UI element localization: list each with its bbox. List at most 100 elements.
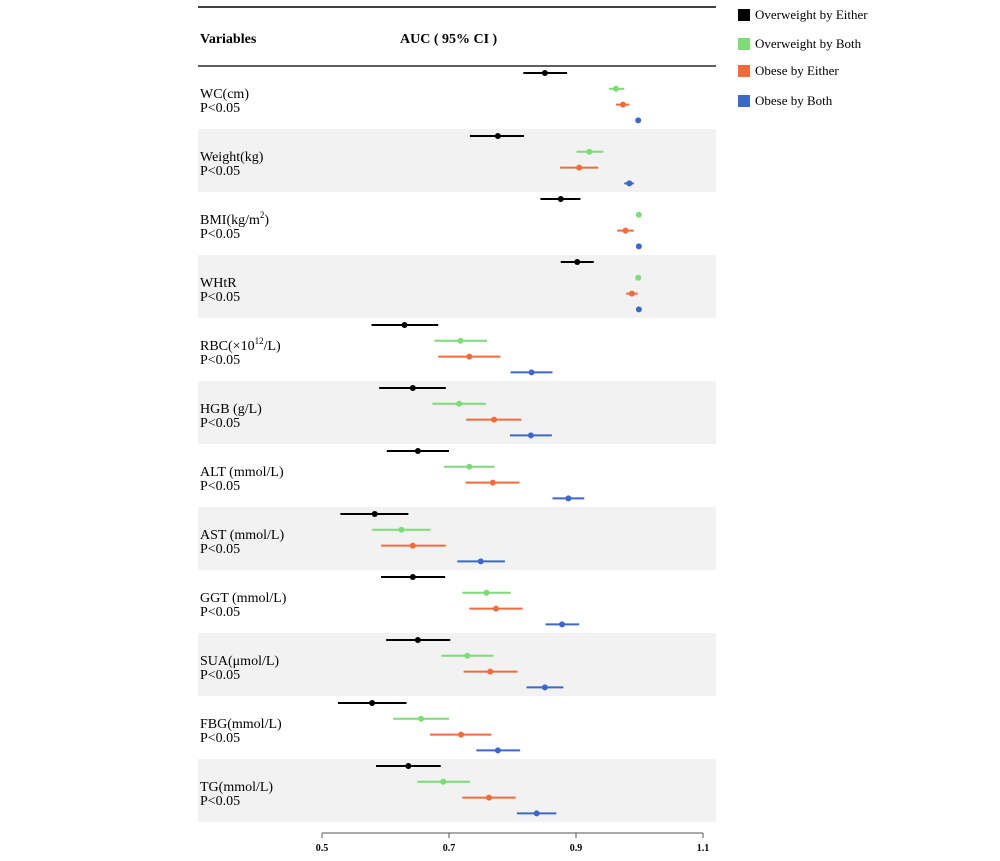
legend-swatch (738, 9, 750, 21)
row-label: Weight(kg) (200, 150, 264, 165)
estimate-point (494, 747, 501, 754)
row-label-superscript: 12 (255, 336, 264, 346)
estimate-point (527, 432, 534, 439)
row-significance: P<0.05 (200, 227, 240, 242)
row-label: HGB (g/L) (200, 402, 262, 417)
legend-swatch (738, 95, 750, 107)
row-label-text: SUA(μmol/L) (200, 654, 279, 669)
x-tick-label: 1.1 (697, 843, 710, 854)
row-significance: P<0.05 (200, 416, 240, 431)
row-significance: P<0.05 (200, 794, 240, 809)
estimate-point (401, 322, 408, 328)
row-significance: P<0.05 (200, 605, 240, 620)
legend-label: Obese by Either (755, 63, 839, 78)
legend-label: Obese by Both (755, 93, 833, 108)
row-band (198, 759, 716, 822)
header-variables: Variables (200, 32, 257, 47)
row-band (198, 633, 716, 696)
estimate-point (491, 416, 498, 423)
estimate-point (565, 495, 572, 502)
estimate-point (440, 778, 447, 785)
header-auc: AUC ( 95% CI ) (400, 32, 498, 47)
estimate-point (619, 101, 626, 108)
estimate-point (398, 526, 405, 533)
estimate-point (635, 117, 642, 124)
estimate-point (559, 621, 566, 628)
row-label-text: FBG(mmol/L) (200, 717, 282, 732)
row-label-text: WHtR (200, 276, 237, 291)
row-label-text: ALT (mmol/L) (200, 465, 284, 480)
legend-swatch (738, 65, 750, 77)
estimate-point (635, 243, 642, 250)
estimate-point (628, 290, 635, 297)
estimate-point (477, 558, 484, 565)
row-label-text: HGB (g/L) (200, 402, 262, 417)
estimate-point (409, 385, 416, 391)
legend-label: Overweight by Both (755, 36, 862, 51)
row-label-suffix: ) (264, 213, 269, 228)
row-label-text: TG(mmol/L) (200, 780, 273, 795)
estimate-point (574, 259, 581, 265)
row-label-superscript: 2 (260, 210, 265, 220)
row-band (198, 507, 716, 570)
row-band (198, 255, 716, 318)
estimate-point (576, 164, 583, 171)
row-label: GGT (mmol/L) (200, 591, 287, 606)
estimate-point (409, 542, 416, 549)
estimate-point (405, 763, 412, 769)
row-significance: P<0.05 (200, 542, 240, 557)
legend: Overweight by Either Overweight by Both Ob… (738, 7, 868, 108)
estimate-point (457, 337, 464, 344)
legend-label: Overweight by Either (755, 7, 868, 22)
estimate-point (371, 511, 378, 517)
estimate-point (622, 227, 629, 234)
estimate-point (456, 400, 463, 407)
row-label-text: WC(cm) (200, 87, 249, 102)
estimate-point (494, 133, 501, 139)
estimate-point (369, 700, 376, 706)
estimate-point (528, 369, 535, 376)
estimate-point (418, 715, 425, 722)
estimate-point (489, 479, 496, 486)
row-label: WC(cm) (200, 87, 249, 102)
x-tick-label: 0.7 (443, 843, 456, 854)
estimate-point (586, 148, 593, 155)
estimate-point (466, 463, 473, 470)
row-bands (198, 129, 716, 822)
row-label-text: Weight(kg) (200, 150, 264, 165)
row-label: AST (mmol/L) (200, 528, 284, 543)
estimate-point (541, 684, 548, 691)
legend-swatch (738, 38, 750, 50)
x-axis: 0.5 0.7 0.9 1.1 (316, 832, 710, 854)
row-significance: P<0.05 (200, 731, 240, 746)
x-tick-label: 0.9 (570, 843, 583, 854)
row-significance: P<0.05 (200, 353, 240, 368)
estimate-point (533, 810, 540, 817)
row-significance: P<0.05 (200, 479, 240, 494)
estimate-point (466, 353, 473, 360)
estimate-point (458, 731, 465, 738)
row-label: SUA(μmol/L) (200, 654, 279, 669)
estimate-point (626, 180, 633, 187)
row-label-text: AST (mmol/L) (200, 528, 284, 543)
row-band (198, 381, 716, 444)
row-label: BMI(kg/m2) (200, 210, 269, 228)
row-label: WHtR (200, 276, 237, 291)
estimate-point (635, 211, 642, 218)
row-labels: WC(cm)P<0.05Weight(kg)P<0.05BMI(kg/m2)P<… (200, 87, 287, 809)
estimate-point (613, 85, 620, 92)
estimate-point (414, 448, 421, 454)
row-band (198, 129, 716, 192)
estimate-point (414, 637, 421, 643)
row-label: ALT (mmol/L) (200, 465, 284, 480)
row-significance: P<0.05 (200, 164, 240, 179)
row-significance: P<0.05 (200, 668, 240, 683)
row-significance: P<0.05 (200, 101, 240, 116)
estimate-point (409, 574, 416, 580)
estimate-point (483, 589, 490, 596)
estimate-point (486, 794, 493, 801)
row-label-text: BMI(kg/m (200, 213, 260, 228)
estimate-point (635, 274, 642, 281)
row-label: RBC(×1012/L) (200, 336, 281, 354)
